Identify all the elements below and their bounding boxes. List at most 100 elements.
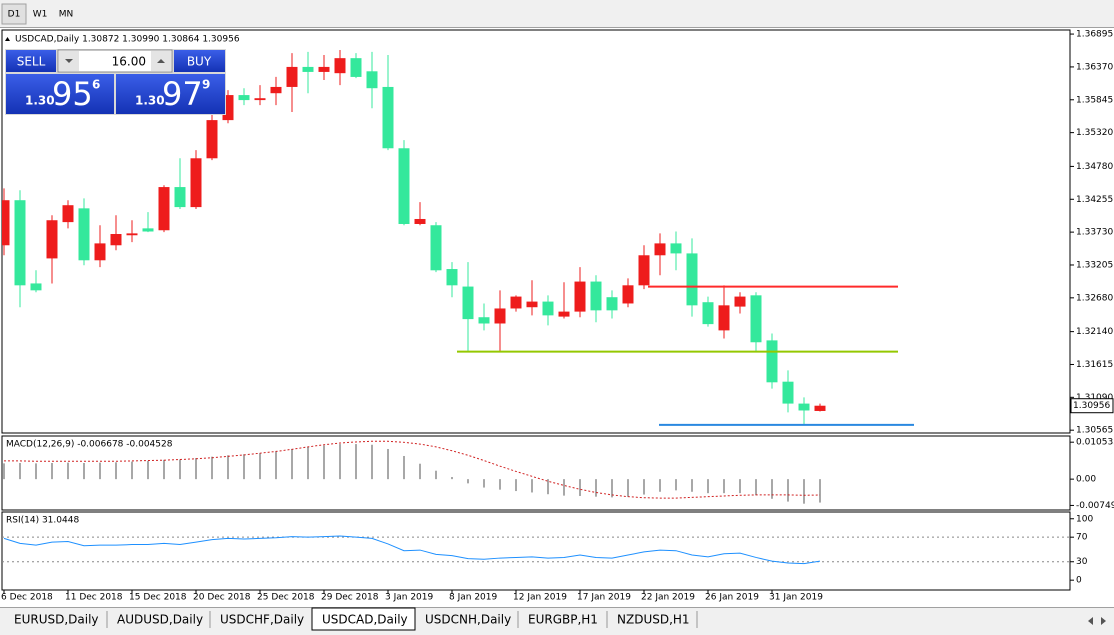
macd-bar [371, 444, 373, 480]
x-tick-label: 29 Dec 2018 [321, 593, 379, 603]
timeframe-button[interactable] [1, 3, 27, 25]
macd-bar [387, 448, 389, 480]
plot-area [3, 440, 821, 504]
macd-bar [99, 462, 101, 480]
macd-bar [307, 446, 309, 480]
candle-body [158, 187, 170, 231]
candle-body [238, 95, 250, 101]
candle-body [46, 220, 58, 259]
y-tick-label: 1.36895 [1076, 30, 1113, 40]
macd-bar [147, 460, 149, 480]
tab-label[interactable]: USDCAD,Daily [322, 613, 408, 627]
sell-label[interactable]: SELL [17, 55, 46, 69]
macd-bar [691, 479, 693, 492]
scroll-right[interactable] [1101, 617, 1106, 625]
scroll-left[interactable] [1088, 617, 1093, 625]
tab-label[interactable]: EURGBP,H1 [528, 613, 598, 627]
candle-body [782, 381, 794, 404]
y-tick-label: 1.34780 [1076, 162, 1113, 172]
candle-body [606, 297, 618, 311]
x-tick-label: 8 Jan 2019 [449, 593, 497, 603]
timeframe-button[interactable] [28, 4, 52, 24]
y-tick-label: 30 [1076, 557, 1088, 567]
lot-down-arrow [65, 59, 73, 63]
candle-body [462, 286, 474, 320]
candle-body [702, 302, 714, 325]
sell-price-big: 1.30 [25, 94, 55, 108]
macd-bar [467, 479, 469, 484]
candle-body [190, 158, 202, 208]
macd-bar [403, 455, 405, 480]
y-tick-label: 0.010535 [1076, 438, 1114, 448]
candle-body [510, 296, 522, 309]
tab-label[interactable]: AUDUSD,Daily [117, 613, 203, 627]
macd-bar [275, 451, 277, 480]
lot-value[interactable]: 16.00 [112, 55, 146, 69]
lot-field[interactable] [57, 49, 173, 73]
macd-bar [131, 461, 133, 480]
tab-label[interactable]: NZDUSD,H1 [617, 613, 690, 627]
y-tick-label: 1.31615 [1076, 360, 1113, 370]
x-tick-label: 15 Dec 2018 [129, 593, 187, 603]
sell-price-box[interactable] [6, 74, 114, 114]
plot-area [2, 50, 914, 426]
sell-button[interactable] [6, 50, 56, 72]
candle-body [766, 340, 778, 383]
tab-label[interactable]: USDCNH,Daily [425, 613, 511, 627]
macd-bar [227, 455, 229, 480]
candle-body [814, 405, 826, 411]
candle-body [334, 58, 346, 74]
y-tick-label: 1.34255 [1076, 195, 1113, 205]
x-tick-label: 31 Jan 2019 [769, 593, 823, 603]
timeframe-label[interactable]: D1 [8, 10, 21, 20]
candle-body [94, 243, 106, 261]
candle-body [206, 120, 218, 159]
collapse-marker[interactable] [5, 37, 10, 41]
candle-body [78, 208, 90, 261]
buy-price-box[interactable] [116, 74, 225, 114]
candle-body [734, 296, 746, 307]
candle-body [574, 281, 586, 312]
macd-signal [4, 440, 821, 499]
buy-price-point: 9 [202, 78, 210, 92]
tab-label[interactable]: USDCHF,Daily [220, 613, 304, 627]
candle-body [382, 86, 394, 149]
rsi-title: RSI(14) 31.0448 [6, 516, 79, 526]
buy-label[interactable]: BUY [187, 55, 212, 69]
macd-bar [211, 456, 213, 480]
macd-bar [339, 444, 341, 480]
macd-bar [547, 479, 549, 495]
candle-body [126, 233, 138, 236]
timeframe-label[interactable]: MN [59, 10, 74, 20]
x-tick-label: 3 Jan 2019 [385, 593, 433, 603]
macd-bar [483, 479, 485, 488]
macd-bar [787, 479, 789, 502]
y-tick-label: 1.31090 [1076, 393, 1113, 403]
candle-body [478, 317, 490, 324]
timeframe-bar: D1 W1 MN [1, 3, 78, 25]
candle-body [30, 283, 42, 291]
tab-active[interactable] [311, 607, 416, 631]
tab-label[interactable]: EURUSD,Daily [14, 613, 99, 627]
buy-button[interactable] [174, 50, 225, 72]
macd-bar [755, 479, 757, 496]
timeframe-button[interactable] [54, 4, 78, 24]
main-panel [1, 29, 1071, 434]
timeframe-label[interactable]: W1 [33, 10, 48, 20]
candle-body [686, 253, 698, 306]
macd-bar [451, 477, 453, 480]
toolbar [0, 0, 1114, 28]
macd-bar [179, 459, 181, 480]
candle-body [494, 308, 506, 324]
candle-body [254, 98, 266, 101]
candle-body [222, 95, 234, 121]
candle-body [14, 200, 26, 286]
macd-bar [675, 479, 677, 491]
macd-bar [19, 463, 21, 480]
rsi-line [3, 535, 821, 565]
macd-bar [643, 479, 645, 495]
x-tick-label: 6 Dec 2018 [1, 593, 53, 603]
macd-bar [51, 463, 53, 480]
candle-body [750, 295, 762, 343]
macd-bar [3, 463, 5, 480]
